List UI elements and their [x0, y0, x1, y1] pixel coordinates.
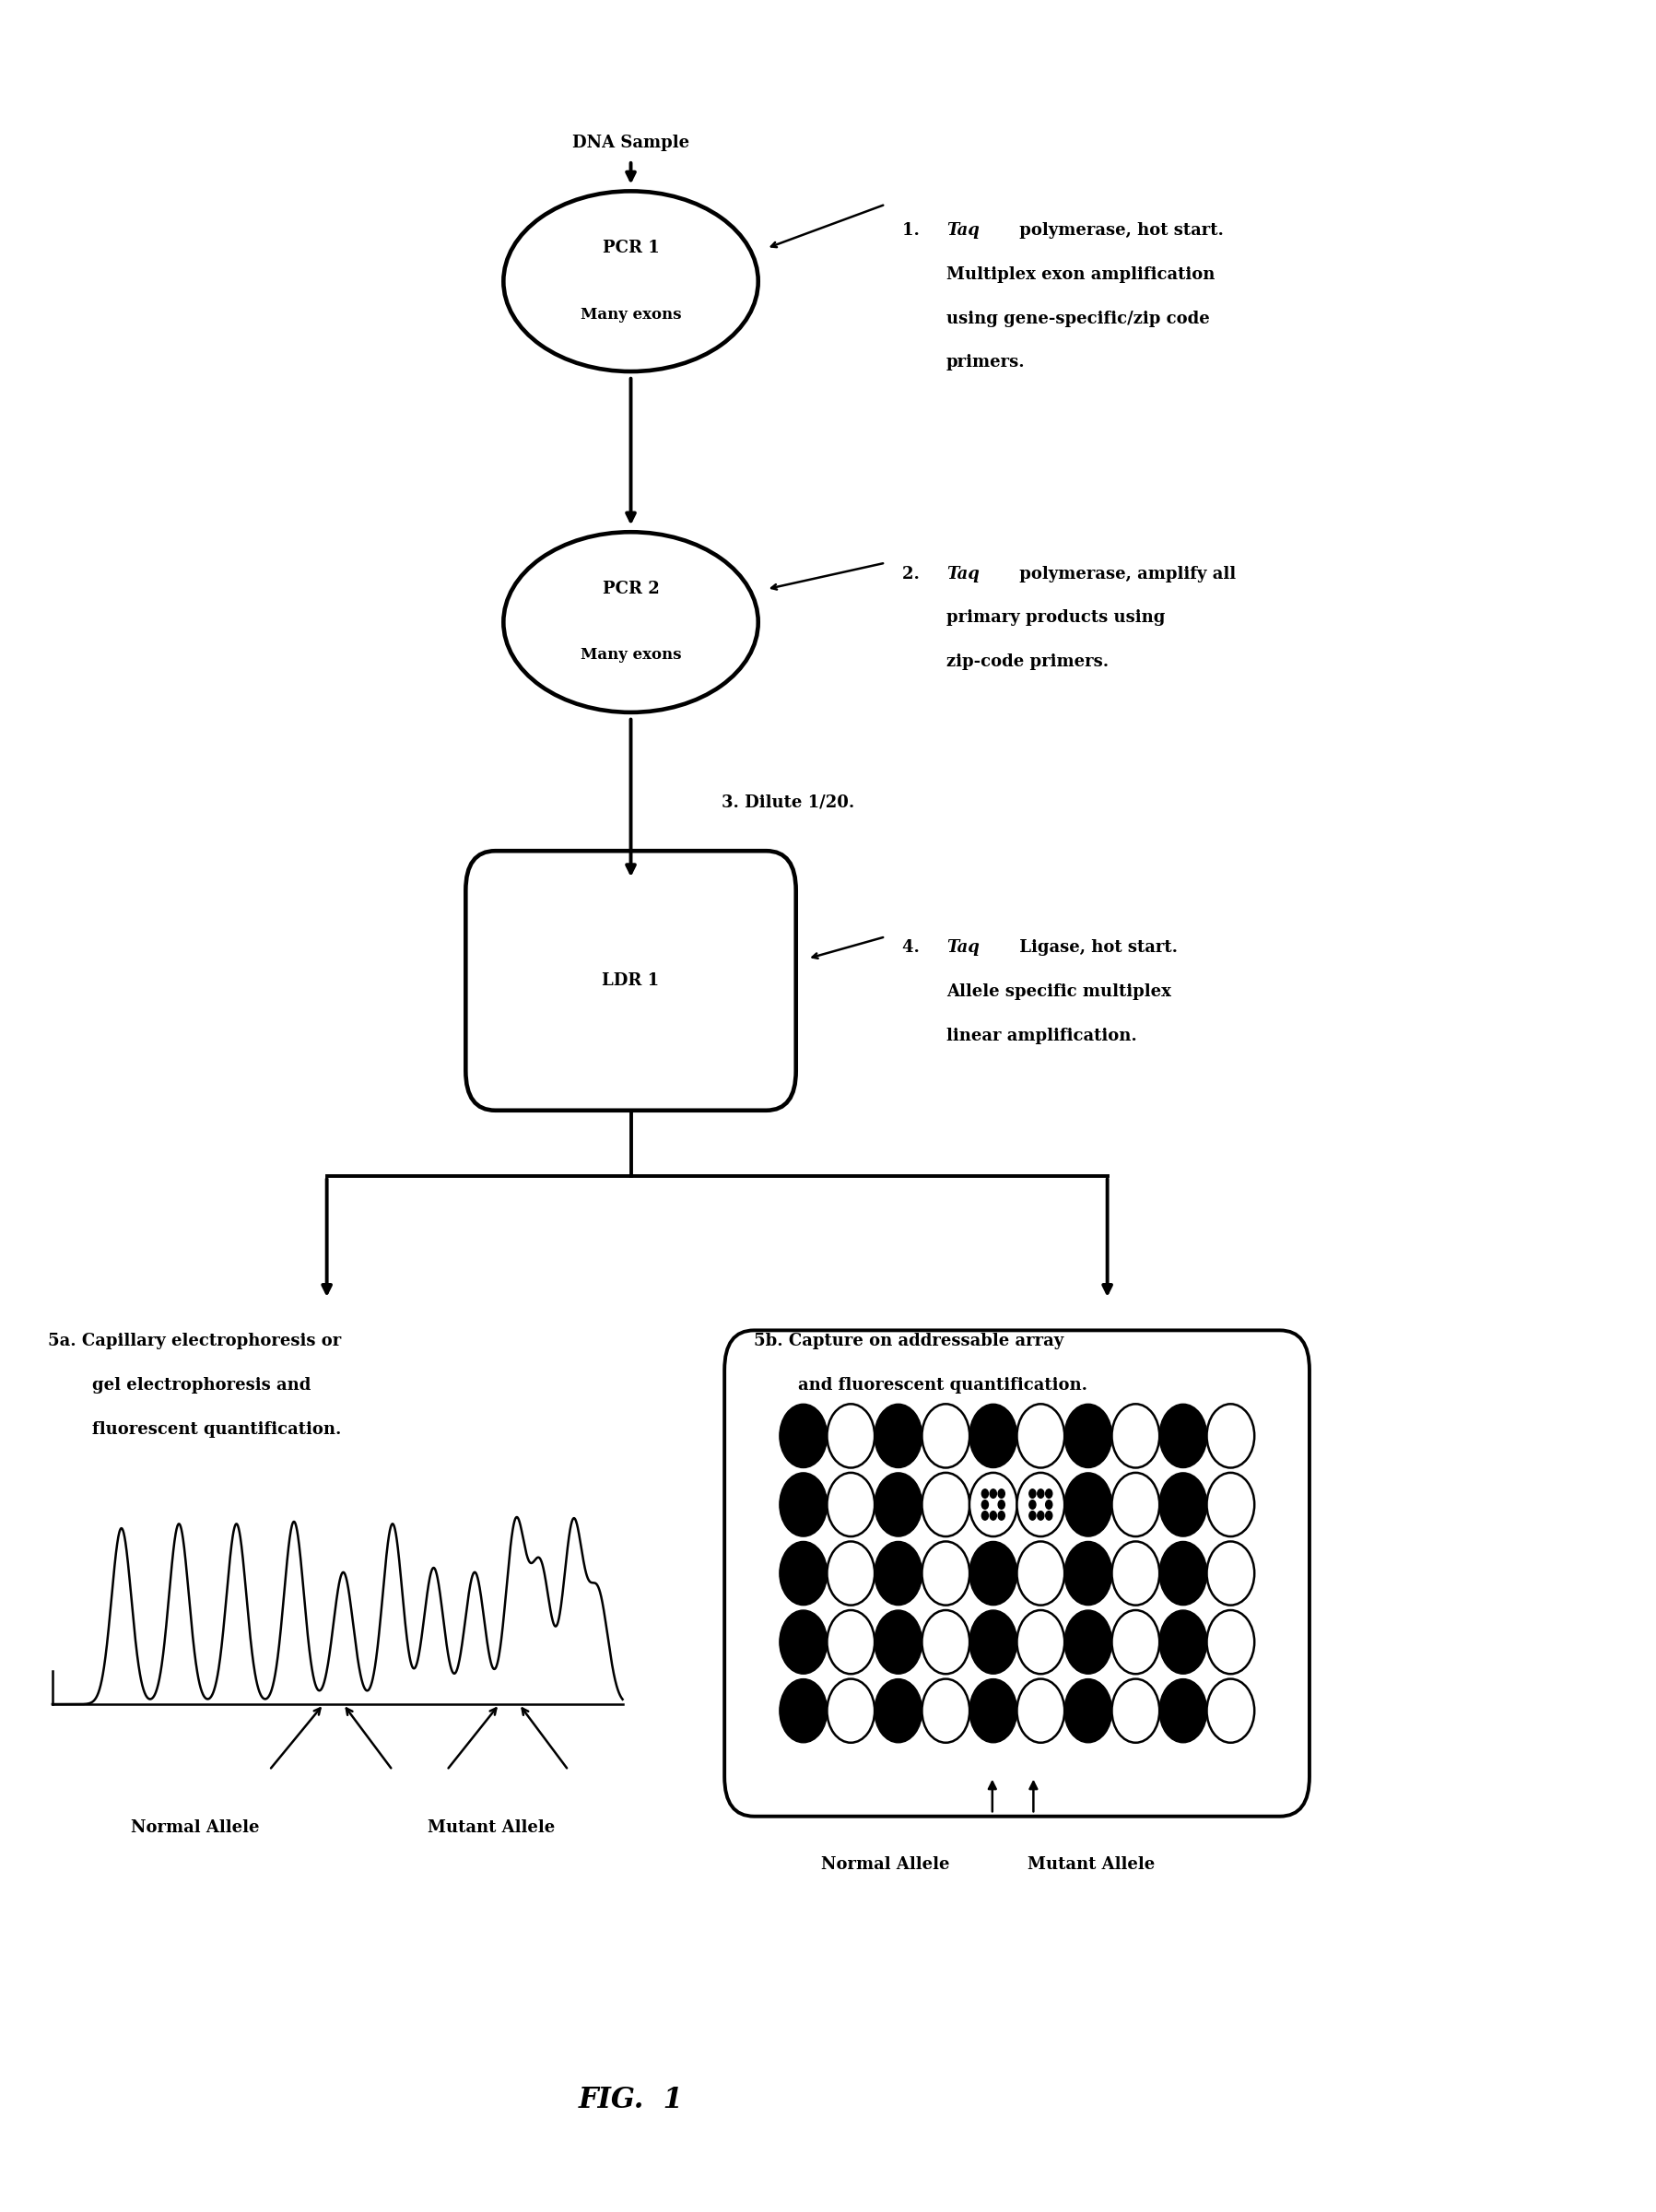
Circle shape [780, 1405, 828, 1469]
Circle shape [990, 1511, 997, 1520]
Text: Normal Allele: Normal Allele [821, 1856, 951, 1874]
Circle shape [982, 1500, 989, 1509]
Text: 5a. Capillary electrophoresis or: 5a. Capillary electrophoresis or [48, 1334, 341, 1349]
Circle shape [826, 1542, 874, 1606]
Circle shape [999, 1500, 1005, 1509]
Text: Taq: Taq [946, 940, 979, 956]
Text: 4.: 4. [903, 940, 926, 956]
Circle shape [780, 1679, 828, 1743]
Text: linear amplification.: linear amplification. [946, 1026, 1136, 1044]
Circle shape [1207, 1679, 1254, 1743]
Circle shape [1028, 1489, 1035, 1498]
Circle shape [1017, 1405, 1065, 1469]
Text: 3. Dilute 1/20.: 3. Dilute 1/20. [722, 794, 854, 812]
Circle shape [1207, 1405, 1254, 1469]
Circle shape [1028, 1500, 1035, 1509]
Circle shape [1045, 1511, 1052, 1520]
Circle shape [1111, 1405, 1159, 1469]
Text: Taq: Taq [946, 223, 979, 239]
Circle shape [969, 1405, 1017, 1469]
Circle shape [826, 1610, 874, 1674]
Text: zip-code primers.: zip-code primers. [946, 653, 1108, 670]
Text: Normal Allele: Normal Allele [131, 1818, 260, 1836]
Circle shape [1065, 1473, 1111, 1537]
Text: polymerase, amplify all: polymerase, amplify all [1013, 566, 1235, 582]
Circle shape [1065, 1542, 1111, 1606]
Circle shape [1111, 1473, 1159, 1537]
Circle shape [922, 1610, 970, 1674]
Circle shape [922, 1473, 970, 1537]
Text: 2.: 2. [903, 566, 926, 582]
Circle shape [780, 1473, 828, 1537]
Text: FIG.  1: FIG. 1 [578, 2086, 684, 2115]
Circle shape [1111, 1679, 1159, 1743]
Circle shape [969, 1679, 1017, 1743]
Circle shape [826, 1405, 874, 1469]
Text: gel electrophoresis and: gel electrophoresis and [91, 1378, 311, 1394]
Circle shape [1037, 1511, 1043, 1520]
Text: Mutant Allele: Mutant Allele [427, 1818, 555, 1836]
Text: PCR 1: PCR 1 [603, 241, 659, 257]
Circle shape [1065, 1679, 1111, 1743]
Circle shape [874, 1542, 922, 1606]
Circle shape [1111, 1542, 1159, 1606]
Text: PCR 2: PCR 2 [603, 582, 659, 597]
Circle shape [874, 1679, 922, 1743]
Circle shape [1065, 1405, 1111, 1469]
Circle shape [1111, 1610, 1159, 1674]
Circle shape [1207, 1473, 1254, 1537]
Circle shape [982, 1511, 989, 1520]
Circle shape [1207, 1610, 1254, 1674]
Text: Multiplex exon amplification: Multiplex exon amplification [946, 265, 1216, 283]
Text: LDR 1: LDR 1 [603, 973, 659, 989]
Text: primary products using: primary products using [946, 611, 1166, 626]
Circle shape [874, 1405, 922, 1469]
Text: Many exons: Many exons [580, 648, 681, 664]
Circle shape [1159, 1679, 1207, 1743]
Circle shape [1037, 1489, 1043, 1498]
Circle shape [826, 1679, 874, 1743]
Circle shape [780, 1610, 828, 1674]
Text: primers.: primers. [946, 354, 1025, 372]
Circle shape [982, 1489, 989, 1498]
Text: Taq: Taq [946, 566, 979, 582]
Text: polymerase, hot start.: polymerase, hot start. [1013, 223, 1224, 239]
Circle shape [1017, 1542, 1065, 1606]
Circle shape [1159, 1473, 1207, 1537]
Circle shape [990, 1489, 997, 1498]
Circle shape [922, 1405, 970, 1469]
Circle shape [1017, 1473, 1065, 1537]
Text: using gene-specific/zip code: using gene-specific/zip code [946, 310, 1209, 327]
Text: and fluorescent quantification.: and fluorescent quantification. [798, 1378, 1088, 1394]
Circle shape [969, 1610, 1017, 1674]
Text: 5b. Capture on addressable array: 5b. Capture on addressable array [753, 1334, 1063, 1349]
Text: DNA Sample: DNA Sample [573, 135, 689, 150]
Circle shape [969, 1473, 1017, 1537]
Text: Many exons: Many exons [580, 307, 681, 323]
Circle shape [999, 1511, 1005, 1520]
Circle shape [1017, 1610, 1065, 1674]
Circle shape [1045, 1500, 1052, 1509]
Circle shape [874, 1473, 922, 1537]
Circle shape [999, 1489, 1005, 1498]
Circle shape [1159, 1542, 1207, 1606]
Circle shape [1207, 1542, 1254, 1606]
Circle shape [826, 1473, 874, 1537]
Circle shape [1045, 1489, 1052, 1498]
Text: Mutant Allele: Mutant Allele [1027, 1856, 1154, 1874]
Text: fluorescent quantification.: fluorescent quantification. [91, 1420, 341, 1438]
Circle shape [922, 1679, 970, 1743]
Circle shape [1065, 1610, 1111, 1674]
Circle shape [780, 1542, 828, 1606]
Text: Ligase, hot start.: Ligase, hot start. [1013, 940, 1177, 956]
Circle shape [1017, 1679, 1065, 1743]
Text: Allele specific multiplex: Allele specific multiplex [946, 984, 1171, 1000]
Circle shape [1159, 1405, 1207, 1469]
Circle shape [969, 1542, 1017, 1606]
Circle shape [922, 1542, 970, 1606]
Circle shape [1159, 1610, 1207, 1674]
Text: 1.: 1. [903, 223, 926, 239]
Circle shape [874, 1610, 922, 1674]
Circle shape [1028, 1511, 1035, 1520]
